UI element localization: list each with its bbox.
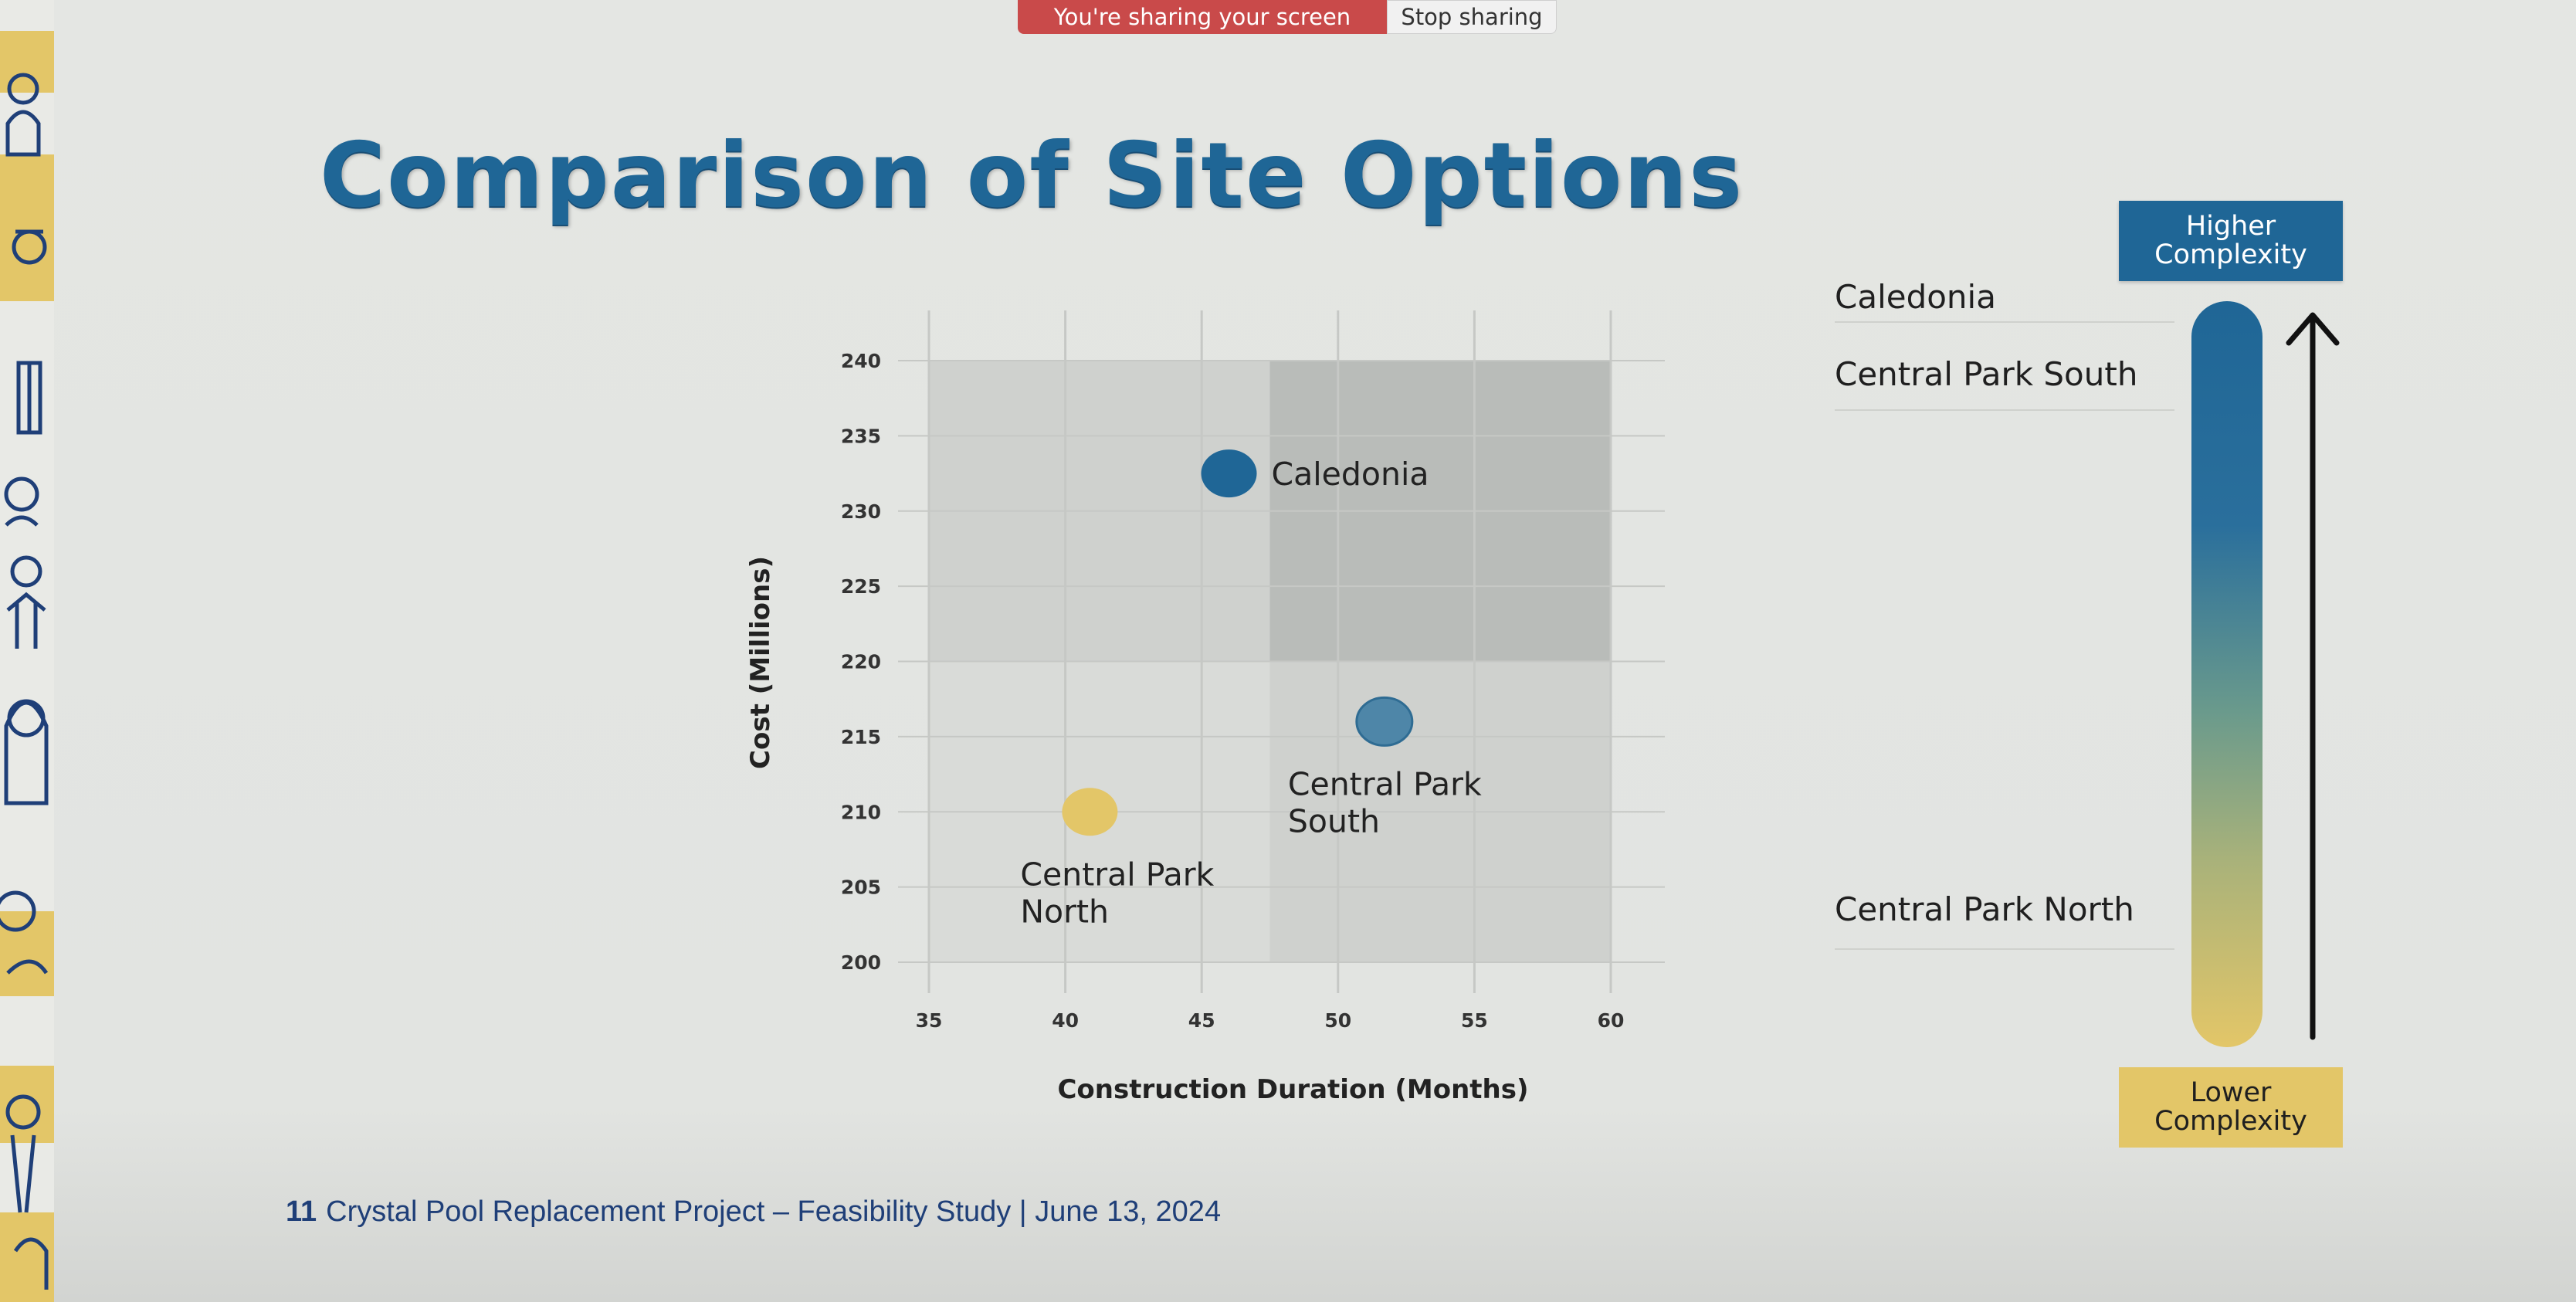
y-tick-label: 225 — [841, 575, 881, 598]
higher-complexity-label: Higher Complexity — [2119, 201, 2343, 281]
x-tick-label: 60 — [1598, 1009, 1625, 1032]
complexity-gradient-bar — [2191, 301, 2262, 1047]
y-tick-label: 235 — [841, 425, 881, 447]
y-tick-label: 210 — [841, 801, 881, 823]
x-tick-label: 35 — [916, 1009, 943, 1032]
lower-complexity-label: Lower Complexity — [2119, 1067, 2343, 1148]
slide-title: Comparison of Site Options — [320, 124, 1744, 228]
footer-text: Crystal Pool Replacement Project – Feasi… — [326, 1195, 1222, 1228]
slide-footer: 11 Crystal Pool Replacement Project – Fea… — [286, 1195, 1221, 1229]
data-point-label: Caledonia — [1272, 456, 1429, 493]
divider — [1835, 321, 2174, 323]
x-axis-title: Construction Duration (Months) — [1057, 1074, 1528, 1105]
complexity-site-label: Central Park South — [1835, 355, 2138, 393]
up-arrow-icon — [2286, 312, 2340, 1040]
complexity-site-label: Caledonia — [1835, 278, 1996, 316]
data-point — [1355, 696, 1414, 747]
y-tick-label: 215 — [841, 726, 881, 748]
slide-page-number: 11 — [286, 1195, 317, 1228]
data-point — [1062, 788, 1118, 836]
x-tick-label: 55 — [1461, 1009, 1488, 1032]
x-tick-label: 40 — [1052, 1009, 1079, 1032]
data-point — [1201, 449, 1257, 498]
y-tick-label: 200 — [841, 951, 881, 974]
y-tick-label: 230 — [841, 500, 881, 523]
y-axis-title: Cost (Millions) — [745, 556, 776, 769]
y-tick-label: 240 — [841, 350, 881, 372]
people-doodle-icons — [0, 73, 49, 1290]
x-tick-label: 50 — [1324, 1009, 1351, 1032]
divider — [1835, 948, 2174, 950]
data-point-label: Central Park South — [1288, 765, 1482, 839]
decorative-icon-strip — [0, 0, 54, 1302]
x-tick-label: 45 — [1188, 1009, 1215, 1032]
complexity-site-label: Central Park North — [1835, 890, 2134, 928]
screen-share-bar: You're sharing your screen Stop sharing — [1018, 0, 1557, 36]
y-tick-label: 220 — [841, 651, 881, 673]
data-point-label: Central Park North — [1020, 856, 1214, 930]
stop-sharing-button[interactable]: Stop sharing — [1387, 0, 1557, 34]
sharing-status-indicator: You're sharing your screen — [1018, 0, 1387, 34]
y-tick-label: 205 — [841, 876, 881, 899]
divider — [1835, 409, 2174, 411]
